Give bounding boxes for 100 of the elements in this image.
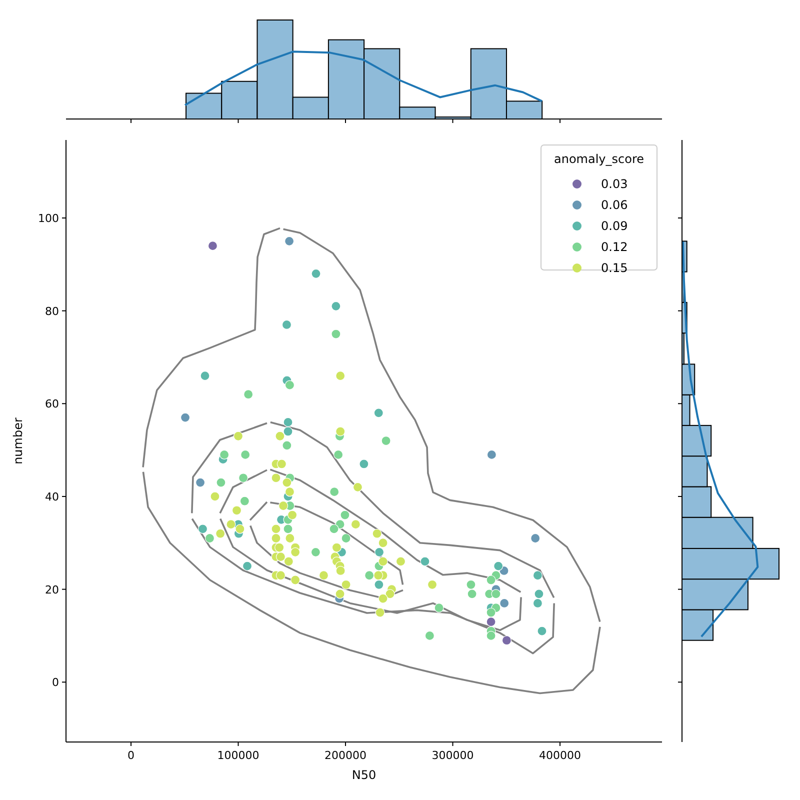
point (424, 630, 434, 641)
point (396, 556, 406, 566)
point (288, 510, 298, 520)
point (274, 542, 284, 552)
point (282, 440, 292, 450)
point (216, 478, 226, 488)
point (537, 626, 547, 636)
point (284, 380, 295, 390)
point (486, 450, 496, 460)
point (332, 542, 342, 552)
y-tick-label: 20 (45, 583, 59, 596)
point (336, 426, 346, 436)
point (284, 556, 294, 566)
point (311, 268, 321, 278)
legend-label: 0.09 (601, 219, 628, 233)
point (378, 594, 388, 604)
point (233, 431, 244, 441)
point (350, 520, 360, 530)
legend-label: 0.12 (601, 240, 628, 254)
x-axis-title: N50 (352, 768, 376, 782)
point (240, 496, 250, 506)
point (378, 538, 388, 548)
legend-title: anomaly_score (554, 152, 644, 166)
point (494, 561, 504, 571)
point (276, 552, 286, 562)
point (331, 301, 341, 311)
point (381, 436, 391, 446)
point (341, 580, 351, 590)
y-tick-label: 80 (45, 304, 59, 318)
x-tick-label: 200000 (324, 749, 366, 762)
point (283, 426, 293, 436)
point (336, 566, 346, 576)
point (532, 598, 542, 608)
point (232, 506, 242, 516)
point (372, 528, 382, 538)
point (290, 575, 300, 585)
point (208, 241, 218, 251)
point (352, 482, 363, 492)
point (334, 450, 344, 460)
point (364, 570, 374, 580)
point (330, 487, 340, 497)
point (341, 533, 351, 544)
point (198, 524, 208, 534)
point (235, 524, 245, 534)
line-series (142, 470, 601, 694)
point (375, 608, 385, 618)
point (385, 589, 395, 599)
x-tick-label: 300000 (432, 749, 474, 762)
point (244, 390, 254, 400)
point (374, 570, 384, 580)
point (310, 547, 320, 557)
point (502, 636, 512, 646)
line-series (191, 518, 556, 654)
point (284, 487, 295, 497)
point (491, 589, 501, 599)
point (532, 570, 542, 580)
point (284, 236, 294, 246)
point (486, 616, 496, 627)
x-tick-label: 0 (127, 749, 134, 762)
point (195, 478, 206, 488)
point (359, 459, 369, 469)
point (500, 598, 510, 608)
point (200, 370, 210, 381)
point (216, 528, 226, 538)
point (271, 473, 281, 483)
point (318, 570, 329, 580)
point (242, 561, 252, 571)
point (238, 473, 248, 483)
y-tick-label: 60 (45, 398, 59, 411)
point (374, 580, 384, 590)
point (283, 524, 293, 534)
point (336, 370, 346, 381)
legend-label: 0.15 (601, 261, 628, 275)
y-tick-label: 100 (38, 212, 59, 225)
point (285, 533, 295, 544)
point (340, 510, 350, 520)
point (271, 524, 281, 534)
point (240, 450, 250, 460)
point (283, 417, 293, 427)
point (276, 459, 286, 469)
point (335, 589, 345, 599)
point (467, 589, 477, 599)
point (276, 570, 286, 580)
point (210, 492, 220, 502)
point (486, 608, 496, 618)
point (226, 520, 236, 530)
point (374, 547, 384, 557)
point (220, 450, 230, 460)
point (290, 547, 300, 557)
point (374, 408, 384, 418)
point (282, 478, 292, 488)
point (534, 589, 544, 599)
point (427, 580, 438, 590)
point (466, 580, 476, 590)
point (204, 533, 215, 544)
legend-label: 0.06 (601, 198, 628, 212)
point (530, 533, 540, 544)
x-tick-label: 400000 (539, 749, 582, 762)
point (378, 556, 388, 566)
point (271, 533, 281, 544)
